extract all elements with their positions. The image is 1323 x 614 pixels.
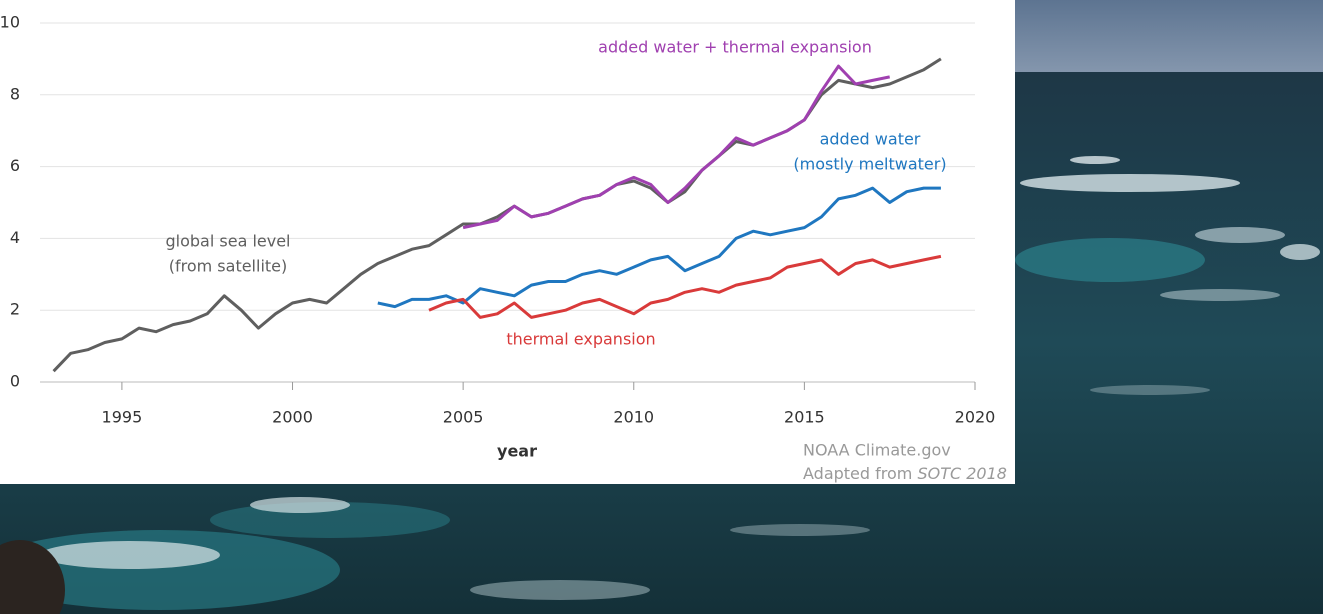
y-tick-label: 4 — [10, 228, 20, 247]
chart-panel — [0, 0, 1015, 484]
source-adapted: Adapted from SOTC 2018 — [803, 464, 1007, 483]
series-label: thermal expansion — [506, 330, 655, 349]
x-tick-label: 2010 — [613, 408, 654, 427]
y-tick-label: 2 — [10, 300, 20, 319]
source-prefix: Adapted from — [803, 464, 912, 483]
y-tick-label: 10 — [0, 13, 20, 32]
series-line — [428, 254, 942, 319]
x-tick-label: 1995 — [102, 408, 143, 427]
series-label: global sea level — [166, 232, 291, 251]
series-line — [462, 64, 891, 230]
source-italic: SOTC 2018 — [917, 464, 1007, 483]
x-tick-label: 2020 — [955, 408, 996, 427]
x-tick-label: 2005 — [443, 408, 484, 427]
x-axis-label: year — [497, 442, 537, 461]
source: NOAA Climate.gov — [803, 441, 951, 460]
y-tick-label: 0 — [10, 372, 20, 391]
series-label: added water + thermal expansion — [598, 38, 872, 57]
series-label: (from satellite) — [169, 257, 288, 276]
series-line — [377, 186, 941, 309]
series-label: added water — [820, 130, 921, 149]
x-tick-label: 2015 — [784, 408, 825, 427]
y-tick-label: 6 — [10, 156, 20, 175]
x-tick-label: 2000 — [272, 408, 313, 427]
y-tick-label: 8 — [10, 84, 20, 103]
series-label: (mostly meltwater) — [793, 155, 946, 174]
